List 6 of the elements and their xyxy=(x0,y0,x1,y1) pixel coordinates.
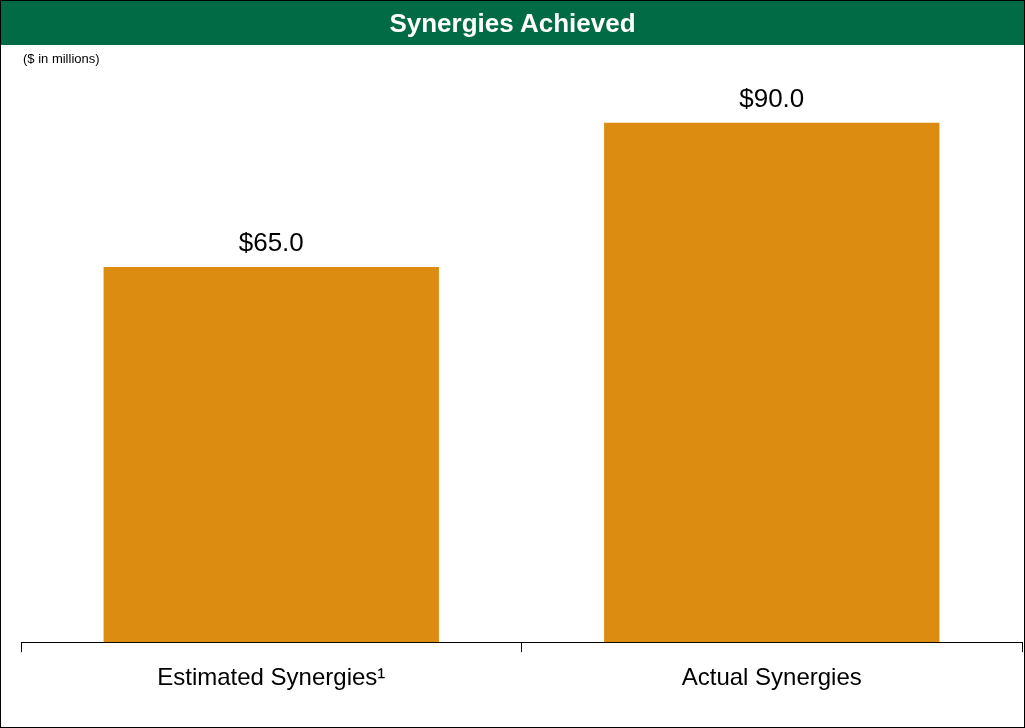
x-tick-label: Actual Synergies xyxy=(681,663,862,691)
data-label: $90.0 xyxy=(739,82,805,113)
data-label: $65.0 xyxy=(238,227,304,258)
chart-title: Synergies Achieved xyxy=(1,1,1024,45)
chart-subtitle: ($ in millions) xyxy=(23,51,100,66)
x-tick-label: Estimated Synergies¹ xyxy=(157,663,386,691)
